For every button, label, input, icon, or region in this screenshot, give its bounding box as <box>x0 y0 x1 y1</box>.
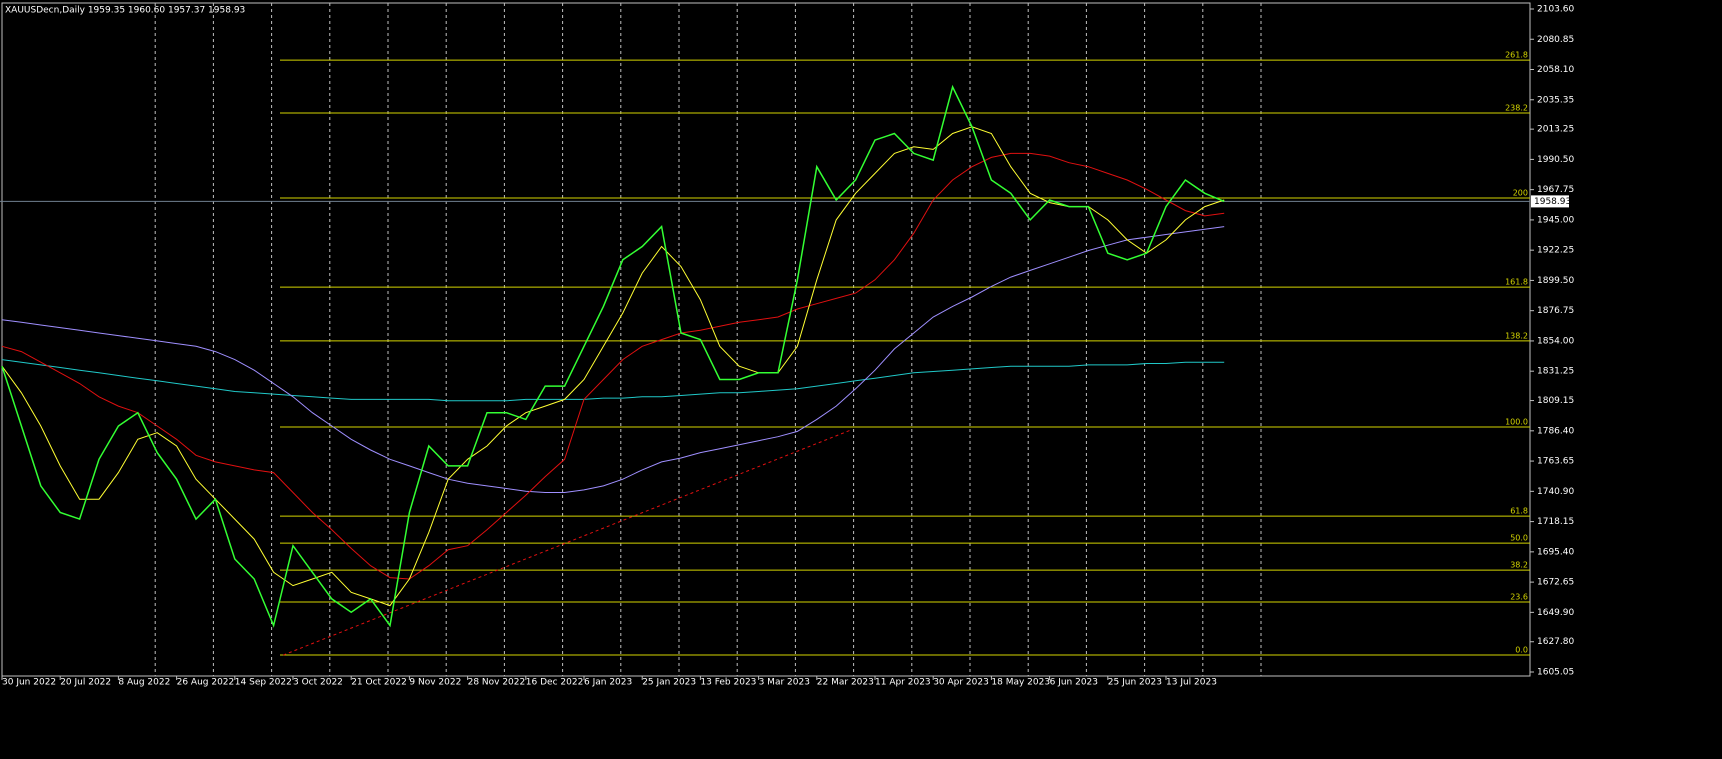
price-label: 1958.93 <box>1534 197 1571 207</box>
moving-average <box>1 226 1225 493</box>
x-tick-label: 8 Aug 2022 <box>118 678 170 688</box>
fib-label: 161.8 <box>1505 278 1528 287</box>
y-tick-label: 2103.60 <box>1537 5 1574 15</box>
y-tick-label: 1740.90 <box>1537 487 1574 497</box>
y-tick-label: 1876.75 <box>1537 306 1574 316</box>
y-tick-label: 1627.80 <box>1537 637 1574 647</box>
y-tick-label: 2080.85 <box>1537 35 1574 45</box>
y-tick-label: 1990.50 <box>1537 155 1574 165</box>
x-tick-label: 22 Mar 2023 <box>817 678 874 688</box>
moving-average <box>1 359 1225 402</box>
moving-average <box>1 126 1225 607</box>
price-line <box>1 84 1225 628</box>
x-tick-label: 13 Feb 2023 <box>700 678 756 688</box>
y-tick-label: 2035.35 <box>1537 95 1574 105</box>
x-tick-label: 30 Apr 2023 <box>933 678 989 688</box>
fib-label: 238.2 <box>1505 103 1528 112</box>
y-tick-label: 2058.10 <box>1537 65 1574 75</box>
x-tick-label: 26 Aug 2022 <box>177 678 235 688</box>
x-tick-label: 6 Jun 2023 <box>1050 678 1098 688</box>
x-tick-label: 18 May 2023 <box>991 678 1050 688</box>
fib-label: 38.2 <box>1510 561 1528 570</box>
moving-average <box>1 152 1225 580</box>
x-tick-label: 3 Mar 2023 <box>759 678 810 688</box>
x-tick-label: 20 Jul 2022 <box>60 678 111 688</box>
x-tick-label: 25 Jan 2023 <box>642 678 696 688</box>
x-tick-label: 3 Oct 2022 <box>293 678 343 688</box>
y-tick-label: 1786.40 <box>1537 426 1574 436</box>
y-tick-label: 1763.65 <box>1537 457 1574 467</box>
fib-label: 0.0 <box>1515 646 1528 655</box>
x-tick-label: 6 Jan 2023 <box>584 678 632 688</box>
y-tick-label: 1967.75 <box>1537 185 1574 195</box>
y-tick-label: 1809.15 <box>1537 396 1574 406</box>
x-tick-label: 28 Nov 2022 <box>468 678 526 688</box>
fib-label: 200 <box>1513 188 1528 197</box>
y-tick-label: 1854.00 <box>1537 336 1574 346</box>
y-tick-label: 1718.15 <box>1537 517 1574 527</box>
y-tick-label: 1831.25 <box>1537 367 1574 377</box>
fib-label: 261.8 <box>1505 51 1528 60</box>
x-tick-label: 25 Jun 2023 <box>1108 678 1162 688</box>
fib-label: 50.0 <box>1510 534 1528 543</box>
y-tick-label: 1922.25 <box>1537 246 1574 256</box>
plot-frame <box>1 2 1531 677</box>
y-tick-label: 1945.00 <box>1537 215 1574 225</box>
y-tick-label: 1672.65 <box>1537 578 1574 588</box>
fib-label: 138.2 <box>1505 331 1528 340</box>
y-tick-label: 1695.40 <box>1537 547 1574 557</box>
fib-label: 61.8 <box>1510 507 1528 516</box>
fib-label: 23.6 <box>1510 592 1528 601</box>
x-tick-label: 30 Jun 2022 <box>2 678 56 688</box>
x-tick-label: 11 Apr 2023 <box>875 678 931 688</box>
x-tick-label: 13 Jul 2023 <box>1166 678 1217 688</box>
x-tick-label: 21 Oct 2022 <box>351 678 407 688</box>
y-tick-label: 1899.50 <box>1537 276 1574 286</box>
x-tick-label: 16 Dec 2022 <box>526 678 584 688</box>
y-tick-label: 2013.25 <box>1537 125 1574 135</box>
fib-label: 100.0 <box>1505 417 1528 426</box>
price-label-box <box>1531 195 1569 208</box>
x-tick-label: 9 Nov 2022 <box>409 678 461 688</box>
x-tick-label: 14 Sep 2022 <box>235 678 292 688</box>
chart-title: XAUUSDecn,Daily 1959.35 1960.60 1957.37 … <box>5 6 245 16</box>
y-tick-label: 1649.90 <box>1537 608 1574 618</box>
y-tick-label: 1605.05 <box>1537 668 1574 678</box>
